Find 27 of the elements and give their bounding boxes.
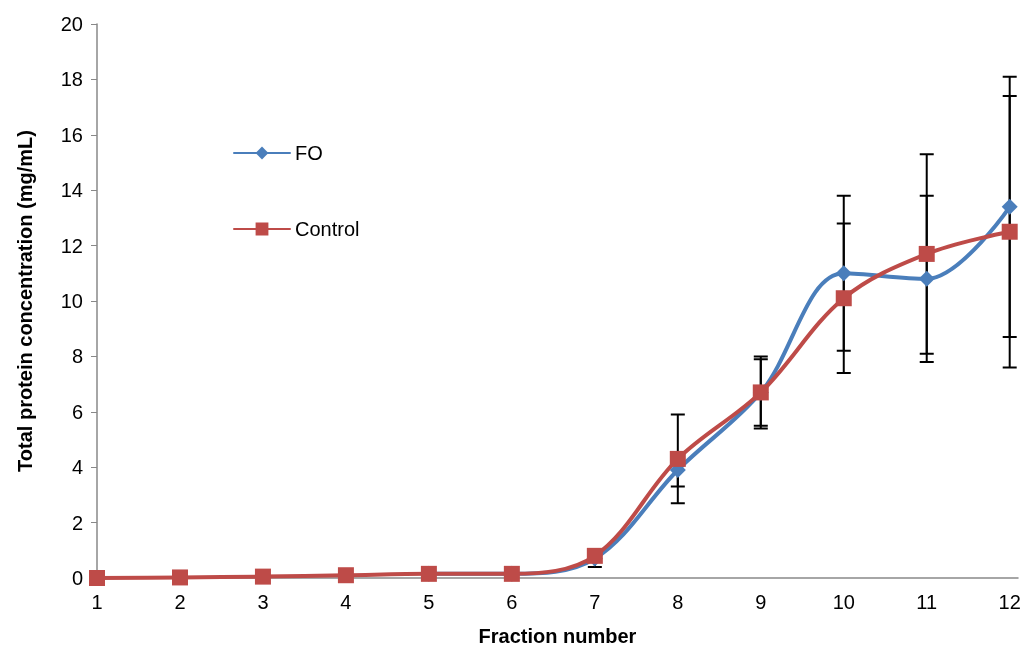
y-tick-label: 18 xyxy=(60,68,83,91)
legend-label: Control xyxy=(295,218,360,240)
y-tick-label: 12 xyxy=(60,234,83,257)
x-tick-label: 8 xyxy=(672,591,684,613)
x-axis-title: Fraction number xyxy=(478,625,637,647)
y-tick-label: 8 xyxy=(71,345,83,368)
x-tick-label: 6 xyxy=(506,591,518,613)
y-tick-label: 10 xyxy=(60,290,83,312)
x-tick-label: 1 xyxy=(91,591,103,613)
x-tick-label: 11 xyxy=(916,591,938,613)
y-axis-title: Total protein concentration (mg/mL) xyxy=(14,130,36,472)
y-tick-label: 20 xyxy=(60,13,83,35)
x-tick-label: 7 xyxy=(589,591,601,613)
x-tick-label: 10 xyxy=(832,591,855,613)
y-tick-label: 4 xyxy=(71,456,83,479)
x-tick-label: 9 xyxy=(755,591,767,613)
y-tick-label: 6 xyxy=(71,400,83,423)
legend-label: FO xyxy=(295,142,323,164)
x-tick-label: 4 xyxy=(340,591,352,613)
x-tick-label: 5 xyxy=(423,591,435,613)
x-tick-label: 12 xyxy=(998,591,1021,613)
y-tick-label: 16 xyxy=(60,123,83,146)
x-tick-label: 3 xyxy=(257,591,269,613)
y-tick-label: 0 xyxy=(71,567,83,589)
y-tick-label: 2 xyxy=(71,511,83,534)
x-tick-label: 2 xyxy=(174,591,186,613)
y-tick-label: 14 xyxy=(60,179,83,202)
